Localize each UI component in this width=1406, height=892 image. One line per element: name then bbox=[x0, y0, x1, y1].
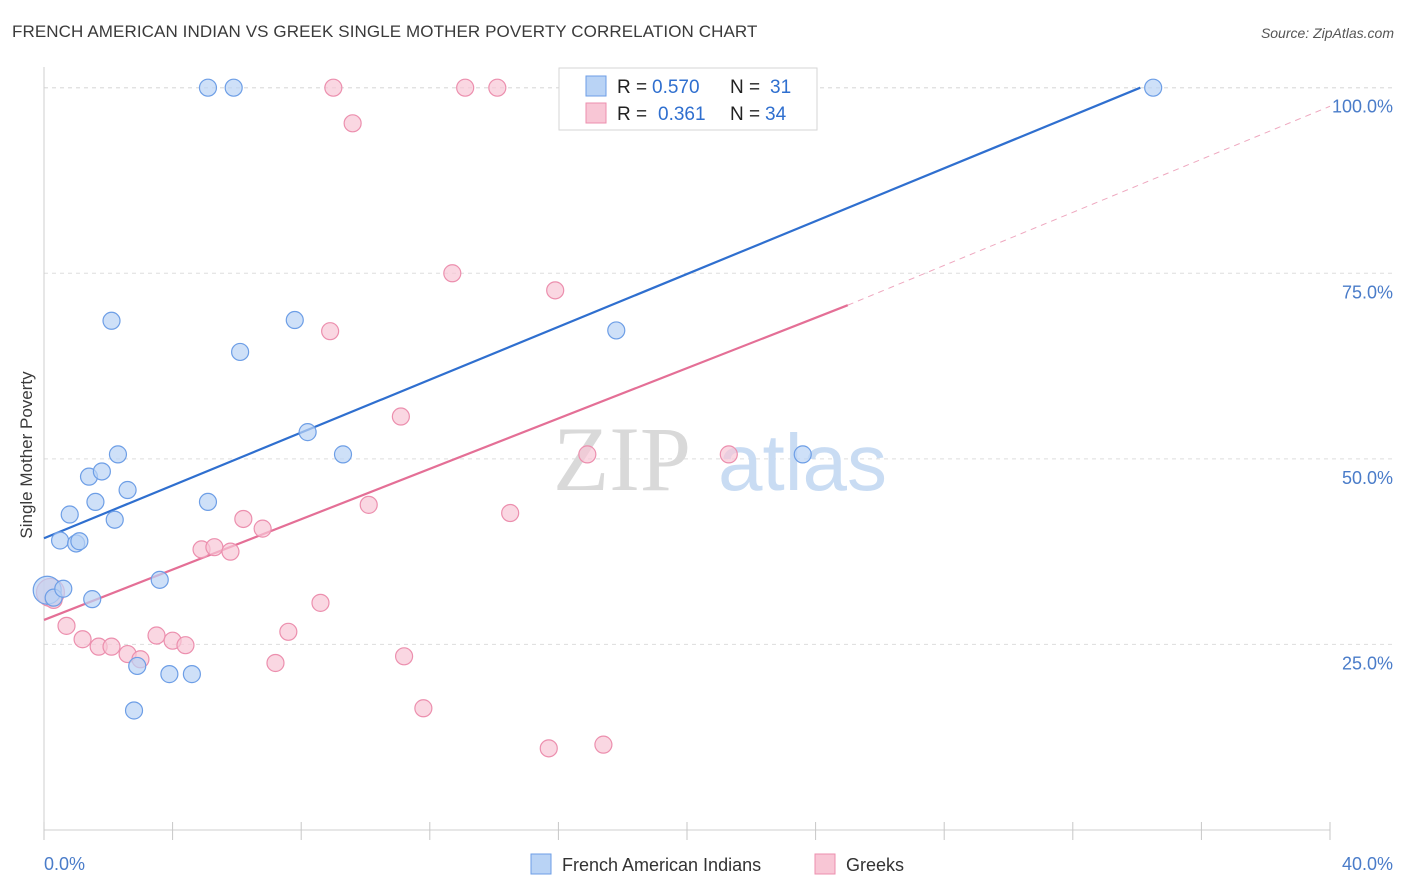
french-american-indians-point bbox=[124, 701, 144, 720]
greeks-point bbox=[147, 626, 166, 645]
greeks-point bbox=[443, 264, 462, 283]
legend-bottom-pink-label: Greeks bbox=[846, 855, 904, 875]
french-american-indians-point bbox=[118, 480, 137, 500]
legend-blue-n-value: 31 bbox=[770, 77, 791, 98]
greeks-point bbox=[539, 739, 558, 758]
french-american-indians-point bbox=[60, 505, 79, 524]
greeks-point bbox=[221, 542, 240, 561]
greeks-point bbox=[324, 78, 343, 97]
french-american-indians-point bbox=[224, 78, 243, 97]
legend-bottom: French American Indians Greeks bbox=[530, 853, 904, 875]
french-american-indians-point bbox=[105, 510, 124, 529]
legend-pink-n-label: N = bbox=[730, 104, 760, 125]
greeks-point bbox=[488, 78, 507, 97]
greeks-point bbox=[176, 636, 195, 655]
french-american-indians-point bbox=[231, 342, 250, 362]
legend-pink-n-value: 34 bbox=[765, 104, 787, 125]
grid-lines bbox=[44, 87, 1393, 645]
french-american-indians-trendline bbox=[43, 86, 1141, 540]
y-tick-label: 25.0% bbox=[1342, 653, 1393, 673]
greeks-point bbox=[594, 735, 613, 754]
chart-title: FRENCH AMERICAN INDIAN VS GREEK SINGLE M… bbox=[12, 22, 758, 41]
greeks-point bbox=[414, 699, 433, 718]
greeks-trendline bbox=[43, 304, 849, 621]
watermark-zip: ZIP bbox=[553, 408, 691, 510]
legend-pink-r-label: R = bbox=[617, 104, 647, 125]
french-american-indians-point bbox=[1144, 78, 1163, 97]
greeks-point bbox=[73, 630, 92, 649]
french-american-indians-point bbox=[128, 656, 147, 676]
french-american-indians-point bbox=[198, 492, 218, 511]
greeks-point bbox=[546, 281, 565, 300]
legend-pink-swatch bbox=[585, 102, 607, 124]
french-american-indians-point bbox=[298, 423, 317, 442]
french-american-indians-point bbox=[160, 665, 179, 684]
greeks-point bbox=[343, 114, 362, 133]
greeks-point bbox=[321, 322, 340, 341]
source-label: Source: ZipAtlas.com bbox=[1260, 25, 1394, 41]
legend-bottom-pink-swatch bbox=[814, 853, 836, 875]
french-american-indians-point bbox=[285, 310, 304, 330]
legend-bottom-blue-swatch bbox=[530, 853, 552, 875]
greeks-points bbox=[35, 78, 738, 758]
greeks-point bbox=[253, 519, 272, 538]
greeks-point bbox=[719, 445, 738, 464]
french-american-indians-point bbox=[108, 445, 128, 464]
french-american-indians-point bbox=[102, 311, 121, 330]
french-american-indians-point bbox=[70, 532, 89, 551]
trendlines bbox=[43, 86, 1331, 621]
legend-blue-r-value: 0.570 bbox=[652, 77, 700, 98]
french-american-indians-points bbox=[32, 78, 1163, 720]
french-american-indians-point bbox=[83, 590, 102, 609]
legend-top: R = 0.570 N = 31 R = 0.361 N = 34 bbox=[558, 67, 818, 131]
y-tick-label: 50.0% bbox=[1342, 468, 1393, 488]
greeks-point bbox=[578, 445, 597, 464]
greeks-point bbox=[501, 503, 520, 523]
greeks-trendline-extension bbox=[847, 105, 1331, 306]
greeks-point bbox=[234, 509, 253, 529]
french-american-indians-point bbox=[92, 462, 111, 481]
x-tick-label-min: 0.0% bbox=[44, 854, 85, 874]
french-american-indians-point bbox=[54, 579, 73, 598]
french-american-indians-point bbox=[198, 78, 218, 97]
french-american-indians-point bbox=[182, 665, 201, 684]
greeks-point bbox=[391, 407, 410, 426]
legend-blue-n-label: N = bbox=[730, 77, 760, 98]
greeks-point bbox=[279, 622, 298, 641]
greeks-point bbox=[359, 495, 378, 514]
legend-pink-r-value: 0.361 bbox=[658, 104, 706, 125]
x-axis-ticks bbox=[43, 822, 1331, 840]
y-axis-label: Single Mother Poverty bbox=[17, 371, 36, 539]
y-tick-labels: 25.0% 50.0% 75.0% 100.0% bbox=[1332, 97, 1393, 674]
legend-bottom-blue-label: French American Indians bbox=[562, 855, 761, 875]
watermark: ZIP atlas bbox=[553, 408, 887, 510]
greeks-point bbox=[311, 593, 330, 612]
french-american-indians-point bbox=[86, 492, 105, 511]
legend-blue-r-label: R = bbox=[617, 77, 647, 98]
greeks-point bbox=[394, 647, 414, 666]
french-american-indians-point bbox=[793, 445, 812, 464]
french-american-indians-point bbox=[50, 531, 70, 550]
greeks-point bbox=[102, 637, 121, 656]
french-american-indians-point bbox=[333, 445, 353, 464]
y-tick-label: 75.0% bbox=[1342, 282, 1393, 302]
legend-blue-swatch bbox=[585, 75, 607, 97]
greeks-point bbox=[266, 653, 285, 673]
french-american-indians-point bbox=[150, 570, 169, 589]
greeks-point bbox=[205, 538, 224, 557]
greeks-point bbox=[57, 616, 76, 635]
x-tick-label-max: 40.0% bbox=[1342, 854, 1393, 874]
french-american-indians-point bbox=[607, 321, 626, 340]
y-tick-label: 100.0% bbox=[1332, 97, 1393, 117]
greeks-point bbox=[456, 78, 475, 97]
